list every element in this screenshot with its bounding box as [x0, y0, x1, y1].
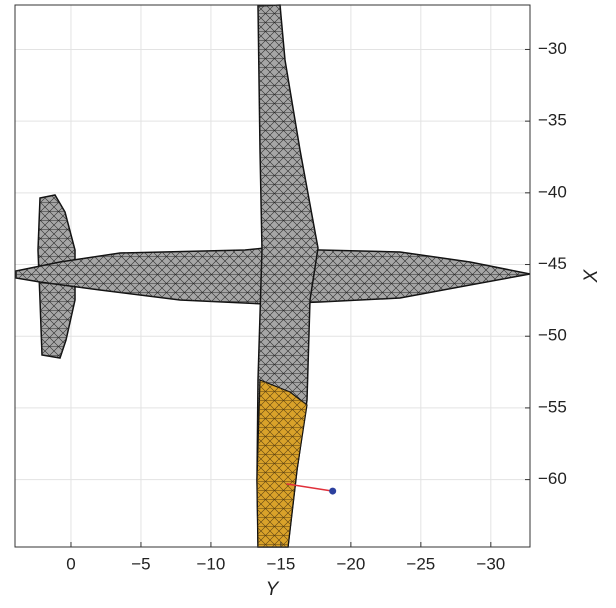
- figure: Y X 0 −5 −10 −15 −20 −25 −30 −30 −35 −40 −45 −50 −55…: [0, 0, 616, 603]
- y-tick-label: −40: [538, 182, 567, 201]
- x-tick-label: 0: [66, 554, 75, 573]
- x-tick-label: −30: [476, 554, 505, 573]
- y-tick-label: −35: [538, 111, 567, 130]
- y-tick-label: −45: [538, 254, 567, 273]
- x-axis-label: Y: [266, 579, 280, 600]
- y-tick-label: −50: [538, 326, 567, 345]
- x-tick-label: −15: [266, 554, 295, 573]
- y-tick-label: −60: [538, 469, 567, 488]
- x-tick-label: −5: [131, 554, 150, 573]
- y-axis-label: X: [581, 268, 602, 283]
- x-tick-label: −25: [406, 554, 435, 573]
- aircraft-mesh: [16, 5, 530, 547]
- end-point: [329, 488, 336, 495]
- x-tick-label: −20: [336, 554, 365, 573]
- x-tick-label: −10: [197, 554, 226, 573]
- y-tick-label: −30: [538, 39, 567, 58]
- y-tick-label: −55: [538, 397, 567, 416]
